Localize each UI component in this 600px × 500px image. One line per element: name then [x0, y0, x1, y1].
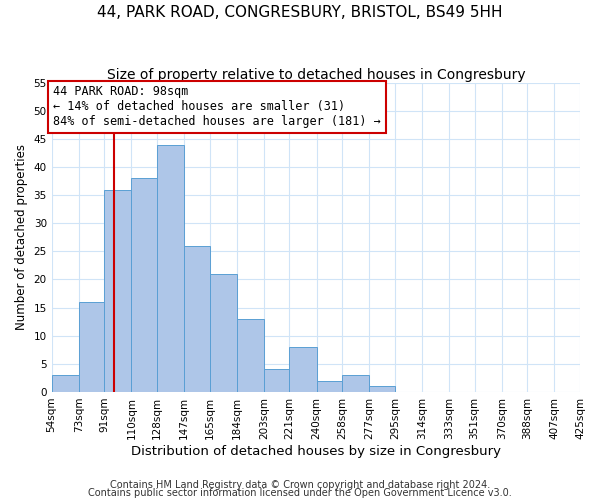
Bar — [52, 375, 79, 392]
Bar — [210, 274, 237, 392]
Bar — [237, 319, 264, 392]
Bar — [184, 246, 210, 392]
Bar — [79, 302, 104, 392]
Bar — [131, 178, 157, 392]
Title: Size of property relative to detached houses in Congresbury: Size of property relative to detached ho… — [107, 68, 525, 82]
Bar — [369, 386, 395, 392]
Bar — [342, 375, 369, 392]
Bar — [264, 370, 289, 392]
Bar — [289, 347, 317, 392]
Text: 44 PARK ROAD: 98sqm
← 14% of detached houses are smaller (31)
84% of semi-detach: 44 PARK ROAD: 98sqm ← 14% of detached ho… — [53, 86, 381, 128]
Y-axis label: Number of detached properties: Number of detached properties — [15, 144, 28, 330]
Bar — [317, 380, 342, 392]
Text: 44, PARK ROAD, CONGRESBURY, BRISTOL, BS49 5HH: 44, PARK ROAD, CONGRESBURY, BRISTOL, BS4… — [97, 5, 503, 20]
X-axis label: Distribution of detached houses by size in Congresbury: Distribution of detached houses by size … — [131, 444, 501, 458]
Text: Contains HM Land Registry data © Crown copyright and database right 2024.: Contains HM Land Registry data © Crown c… — [110, 480, 490, 490]
Text: Contains public sector information licensed under the Open Government Licence v3: Contains public sector information licen… — [88, 488, 512, 498]
Bar — [104, 190, 131, 392]
Bar — [157, 144, 184, 392]
